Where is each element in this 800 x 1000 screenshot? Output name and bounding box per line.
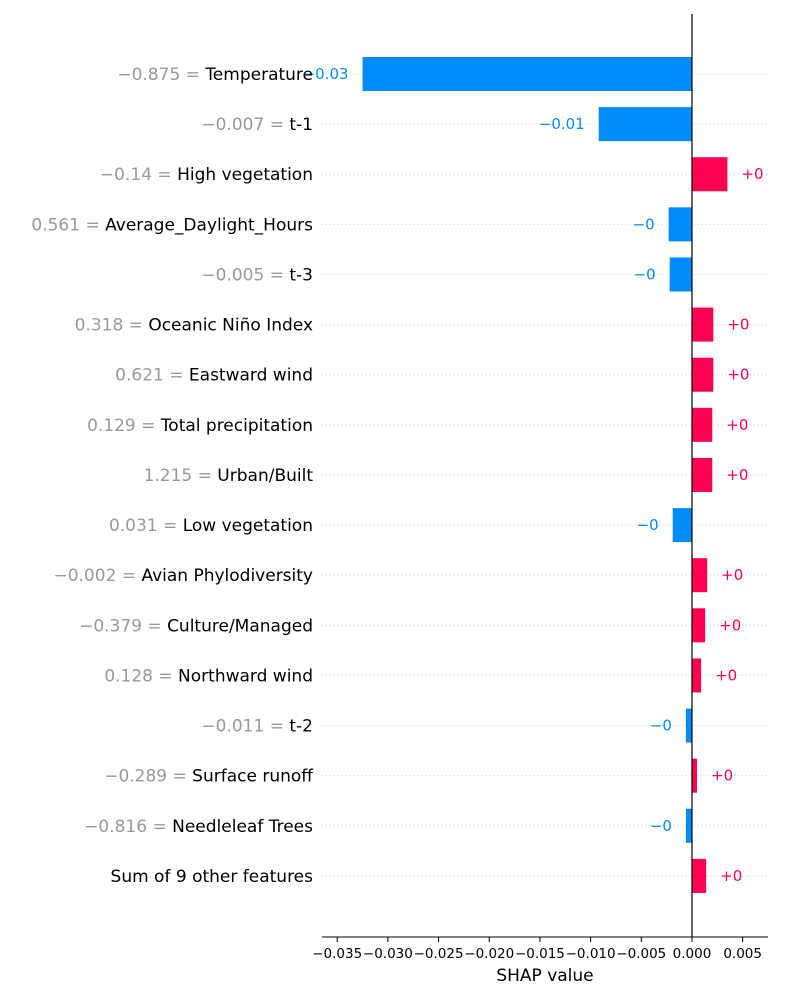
feature-name: Average_Daylight_Hours	[105, 215, 313, 235]
feature-value: −0.14 =	[100, 165, 177, 185]
bar-value-label: −0.01	[539, 115, 585, 133]
bar-positive	[691, 658, 702, 693]
feature-label: Sum of 9 other features	[111, 867, 314, 887]
feature-label: −0.011 = t-2	[201, 717, 313, 737]
feature-name: Sum of 9 other features	[111, 867, 314, 887]
bar-positive	[691, 157, 728, 192]
feature-value: 0.128 =	[104, 666, 178, 686]
feature-label: −0.289 = Surface runoff	[104, 767, 314, 787]
feature-value: −0.007 =	[201, 115, 289, 135]
feature-name: t-2	[289, 717, 313, 737]
bar-positive	[691, 457, 713, 492]
bar-value-label: +0	[726, 416, 748, 434]
bar-negative	[362, 57, 692, 91]
bar-value-label: +0	[727, 366, 749, 384]
bar-value-label: +0	[719, 616, 741, 634]
bar-value-label: +0	[720, 867, 742, 885]
x-tick-label: −0.025	[414, 946, 464, 962]
bars: −0.03 −0.01 +0 −0 −0 +0 +0 +0 +0 −0 +0 +0 +0 −0 +0 −0 +0	[303, 57, 764, 893]
feature-value: 0.031 =	[109, 516, 183, 536]
x-tick-label: −0.005	[616, 946, 666, 962]
x-tick-label: −0.015	[515, 946, 565, 962]
bar-positive	[691, 407, 713, 442]
feature-value: −0.011 =	[201, 717, 289, 737]
x-axis: −0.035 −0.030 −0.025 −0.020 −0.015 −0.010 −0.0…	[312, 936, 768, 962]
feature-label: −0.005 = t-3	[201, 265, 313, 285]
feature-name: Needleleaf Trees	[172, 817, 313, 837]
bar-negative	[598, 107, 692, 142]
bar-positive	[691, 608, 706, 643]
x-tick-label: 0.005	[723, 946, 762, 962]
bar-value-label: −0	[650, 817, 672, 835]
bar-positive	[691, 758, 698, 793]
feature-name: t-3	[289, 265, 313, 285]
feature-value: 0.129 =	[87, 416, 161, 436]
feature-name: Culture/Managed	[167, 616, 313, 636]
feature-name: Surface runoff	[192, 767, 314, 787]
feature-name: Eastward wind	[189, 366, 313, 386]
feature-value: −0.005 =	[201, 265, 289, 285]
bar-value-label: +0	[711, 767, 733, 785]
feature-name: t-1	[289, 115, 313, 135]
feature-value: 0.318 =	[75, 316, 149, 336]
bar-value-label: +0	[721, 566, 743, 584]
bar-value-label: +0	[741, 165, 763, 183]
feature-label: 1.215 = Urban/Built	[144, 466, 314, 486]
x-tick-label: −0.010	[566, 946, 616, 962]
feature-name: Avian Phylodiversity	[141, 566, 313, 586]
feature-value: 1.215 =	[144, 466, 218, 486]
feature-value: −0.816 =	[84, 817, 172, 837]
feature-name: Northward wind	[178, 666, 313, 686]
bar-negative	[685, 708, 692, 743]
feature-label: −0.379 = Culture/Managed	[79, 616, 313, 636]
feature-value: −0.002 =	[53, 566, 141, 586]
feature-label: 0.128 = Northward wind	[104, 666, 313, 686]
feature-name: Oceanic Niño Index	[148, 316, 313, 336]
feature-name: Urban/Built	[217, 466, 313, 486]
x-tick-label: 0.000	[673, 946, 712, 962]
feature-label: −0.007 = t-1	[201, 115, 313, 135]
x-tick-label: −0.035	[312, 946, 362, 962]
feature-labels: −0.875 = Temperature −0.007 = t-1 −0.14 = …	[31, 65, 314, 887]
bar-value-label: −0	[633, 215, 655, 233]
bar-value-label: +0	[715, 666, 737, 684]
bar-value-label: −0	[634, 265, 656, 283]
feature-label: 0.561 = Average_Daylight_Hours	[31, 215, 313, 235]
feature-value: 0.561 =	[31, 215, 105, 235]
bar-value-label: −0.03	[303, 65, 349, 83]
bar-positive	[691, 858, 707, 893]
bar-positive	[691, 357, 714, 392]
x-tick-label: −0.020	[464, 946, 514, 962]
feature-value: −0.289 =	[104, 767, 192, 787]
bar-negative	[668, 207, 692, 242]
feature-label: 0.031 = Low vegetation	[109, 516, 313, 536]
feature-value: −0.379 =	[79, 616, 167, 636]
bar-value-label: −0	[637, 516, 659, 534]
bar-positive	[691, 307, 714, 342]
bar-negative	[685, 808, 692, 843]
x-axis-label: SHAP value	[496, 966, 593, 986]
feature-value: 0.621 =	[115, 366, 189, 386]
feature-name: High vegetation	[177, 165, 313, 185]
bar-value-label: +0	[727, 316, 749, 334]
feature-label: 0.621 = Eastward wind	[115, 366, 313, 386]
feature-name: Temperature	[204, 65, 313, 85]
feature-label: 0.129 = Total precipitation	[87, 416, 313, 436]
feature-name: Low vegetation	[183, 516, 313, 536]
feature-label: −0.002 = Avian Phylodiversity	[53, 566, 313, 586]
feature-name: Total precipitation	[160, 416, 313, 436]
feature-label: −0.875 = Temperature	[117, 65, 313, 85]
feature-value: −0.875 =	[117, 65, 205, 85]
bar-value-label: +0	[726, 466, 748, 484]
bar-negative	[669, 257, 692, 292]
feature-label: −0.816 = Needleleaf Trees	[84, 817, 313, 837]
bar-positive	[691, 558, 708, 593]
bar-negative	[672, 508, 692, 543]
feature-label: −0.14 = High vegetation	[100, 165, 313, 185]
feature-label: 0.318 = Oceanic Niño Index	[75, 316, 313, 336]
bar-value-label: −0	[650, 717, 672, 735]
x-tick-label: −0.030	[363, 946, 413, 962]
